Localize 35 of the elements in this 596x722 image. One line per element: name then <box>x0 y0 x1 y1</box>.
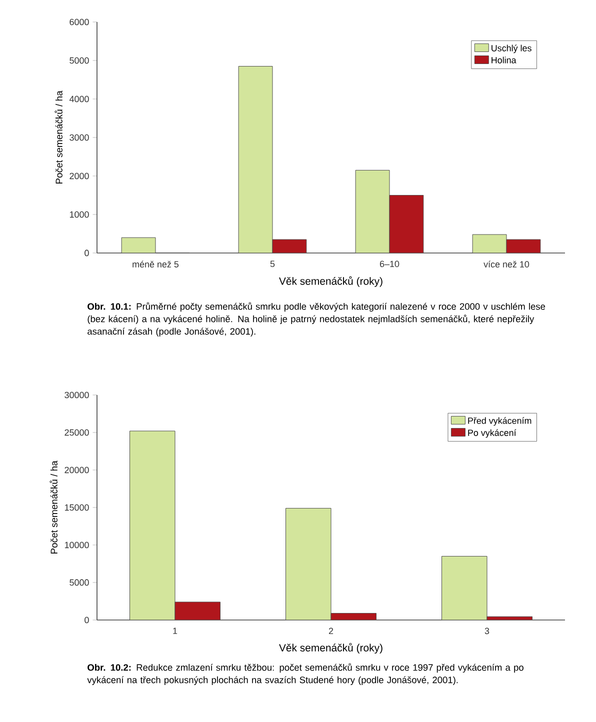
y-tick-label: 3000 <box>70 134 89 141</box>
x-tick-label: 1 <box>173 628 178 634</box>
y-tick-label: 4000 <box>69 96 89 102</box>
x-axis-title: Věk semenáčků (roky) <box>279 642 382 654</box>
y-tick-label: 5000 <box>70 57 89 64</box>
y-tick-label: 25000 <box>64 429 89 436</box>
y-tick-label: 30000 <box>64 392 89 398</box>
legend-label: Po vykácení <box>468 429 516 438</box>
x-tick-label: méně než 5 <box>132 260 179 268</box>
y-tick-label: 10000 <box>64 542 89 548</box>
bar <box>272 240 306 253</box>
y-tick-label: 15000 <box>64 504 89 511</box>
y-tick-label: 6000 <box>70 18 89 26</box>
x-tick-label: 5 <box>270 260 275 268</box>
x-axis-title: Věk semenáčků (roky) <box>279 276 382 287</box>
y-tick-label: 2000 <box>70 172 89 180</box>
legend-label: Uschlý les <box>492 44 532 54</box>
legend-label: Před vykácením <box>468 417 532 426</box>
x-tick-label: 2 <box>328 628 334 634</box>
y-tick-label: 1000 <box>70 211 89 218</box>
bar <box>174 602 220 620</box>
y-tick-label: 0 <box>84 250 89 256</box>
y-tick-label: 0 <box>84 616 89 624</box>
x-tick-label: více než 10 <box>484 260 530 268</box>
text: Obr. 10.1: Průměrné počty semenáčků smrku podle věkových kategorií nalezené v roce 2000 v uschlém lese (bez kácení) a na vykácené holině. Na holině je patrný nedostatek nejmladších semenáčků, které nepřežily asanační zásah (podle Jonášové, 2001). <box>88 302 546 336</box>
y-axis-title: Počet semenáčků / ha <box>54 90 62 184</box>
y-tick-label: 5000 <box>70 579 89 586</box>
bar <box>506 239 541 253</box>
text: Obr. 10.2: Redukce zmlazení smrku těžbou: počet semenáčků smrku v roce 1997 před vykácením a po vykácení na třech pokusných plochách na svazích Studené hory (podle Jonášové, 2001). <box>87 663 524 686</box>
y-tick-label: 20000 <box>64 466 89 474</box>
y-axis-title: Počet semenáčků / ha <box>50 460 58 554</box>
x-tick-label: 6–10 <box>380 260 400 268</box>
bar <box>389 194 424 253</box>
x-tick-label: 3 <box>484 628 490 634</box>
legend-label: Holina <box>492 56 516 64</box>
